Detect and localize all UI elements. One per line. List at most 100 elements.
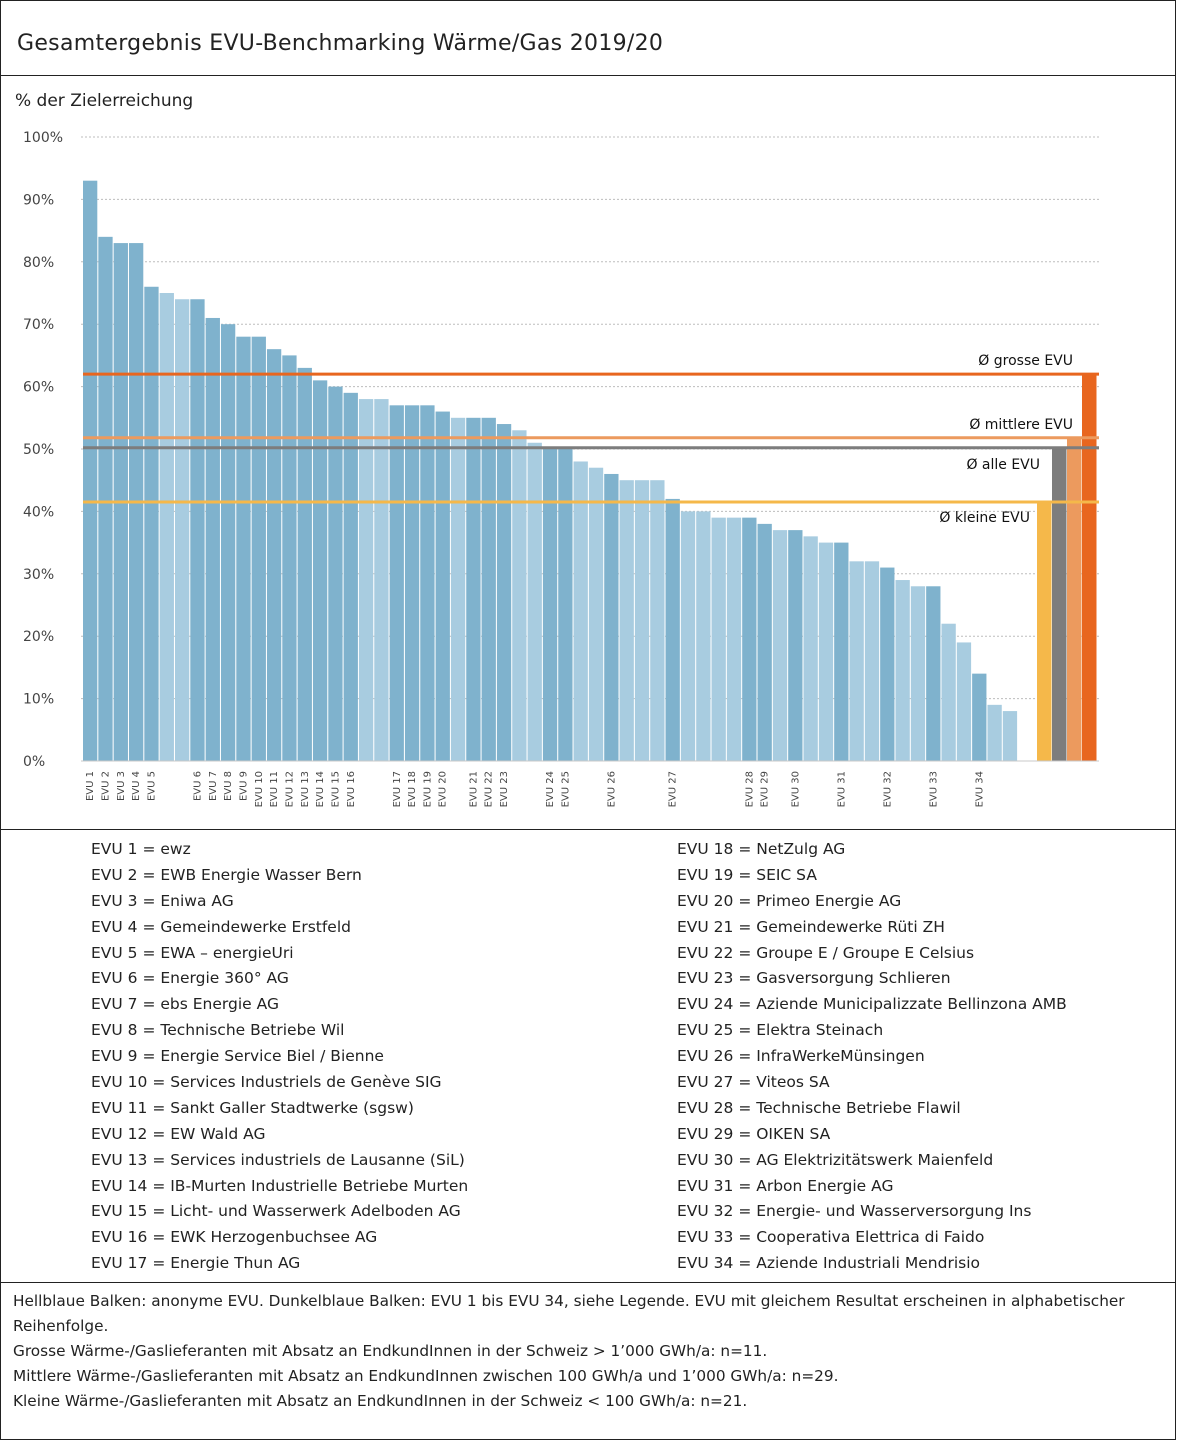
x-tick-label: EVU 29 (760, 771, 771, 807)
legend-item: EVU 10 = Services Industriels de Genève … (91, 1073, 442, 1092)
bar (251, 336, 266, 761)
bar (864, 561, 880, 761)
average-bar (1052, 447, 1067, 761)
bar-chart: 0% 10% 20% 30% 40% 50% 60% 70% 80% 90% 100% EVU 1 EV… (23, 130, 1099, 807)
legend-column-left: EVU 1 = ewz EVU 2 = EWB Energie Wasser Be… (91, 837, 468, 1277)
x-tick-label: EVU 7 (208, 771, 219, 801)
x-tick-label: EVU 1 (85, 771, 96, 801)
legend-item: EVU 31 = Arbon Energie AG (677, 1176, 894, 1195)
legend-item: EVU 17 = Energie Thun AG (91, 1254, 301, 1273)
x-tick-label: EVU 28 (744, 771, 755, 807)
legend-item: EVU 1 = ewz (91, 840, 191, 858)
bar (588, 467, 604, 761)
x-tick-label: EVU 33 (928, 771, 939, 807)
bar (818, 542, 834, 761)
average-bar (1082, 374, 1097, 761)
x-tick-label: EVU 34 (974, 771, 985, 807)
x-tick-label: EVU 2 (100, 771, 111, 801)
y-tick-label: 60% (23, 380, 54, 396)
bar (389, 405, 404, 761)
bar (558, 449, 573, 761)
bar (619, 480, 634, 761)
legend-item: EVU 26 = InfraWerkeMünsingen (677, 1047, 925, 1066)
bar (665, 498, 680, 761)
legend-item: EVU 2 = EWB Energie Wasser Bern (91, 865, 362, 884)
x-tick-label: EVU 26 (606, 771, 617, 807)
legend-item: EVU 6 = Energie 360° AG (91, 969, 289, 988)
bar (466, 417, 481, 761)
legend-item: EVU 19 = SEIC SA (677, 865, 817, 884)
x-tick-label: EVU 4 (131, 771, 142, 801)
legend-item: EVU 7 = ebs Energie AG (91, 995, 279, 1014)
bar (941, 623, 956, 761)
x-tick-label: EVU 3 (116, 771, 127, 801)
bar (573, 461, 588, 761)
legend-item: EVU 28 = Technische Betriebe Flawil (677, 1098, 961, 1117)
x-tick-label: EVU 23 (499, 771, 510, 807)
bar (496, 424, 512, 761)
bar (696, 511, 711, 761)
legend-item: EVU 30 = AG Elektrizitätswerk Maienfeld (677, 1150, 994, 1169)
x-tick-label: EVU 27 (668, 771, 679, 807)
bar (358, 399, 374, 761)
bar (650, 480, 665, 761)
legend-item: EVU 15 = Licht- und Wasserwerk Adelboden… (91, 1202, 461, 1221)
x-tick-label: EVU 32 (882, 771, 893, 807)
x-tick-label: EVU 15 (330, 771, 341, 807)
x-tick-label: EVU 5 (146, 771, 157, 801)
bar (1002, 711, 1018, 761)
average-label: Ø alle EVU (966, 457, 1040, 473)
legend-item: EVU 8 = Technische Betriebe Wil (91, 1021, 345, 1040)
x-tick-label: EVU 14 (315, 771, 326, 807)
bar (343, 392, 358, 761)
bar (742, 517, 757, 761)
x-tick-label: EVU 12 (284, 771, 295, 807)
bar (312, 380, 328, 761)
x-tick-label: EVU 20 (438, 771, 449, 807)
legend-item: EVU 32 = Energie- und Wasserversorgung I… (677, 1202, 1032, 1221)
x-tick-label: EVU 18 (407, 771, 418, 807)
bar (542, 449, 558, 761)
legend-item: EVU 23 = Gasversorgung Schlieren (677, 969, 951, 988)
y-tick-label: 50% (23, 442, 54, 458)
bar (420, 405, 435, 761)
bar (604, 473, 619, 761)
note-small: Kleine Wärme-/Gaslieferanten mit Absatz … (13, 1392, 748, 1410)
bar (144, 286, 159, 761)
note-medium: Mittlere Wärme-/Gaslieferanten mit Absat… (13, 1367, 839, 1385)
x-tick-label: EVU 24 (545, 771, 556, 807)
notes: Hellblaue Balken: anonyme EVU. Dunkelbla… (13, 1289, 1163, 1414)
average-label: Ø mittlere EVU (969, 417, 1073, 433)
legend-item: EVU 9 = Energie Service Biel / Bienne (91, 1047, 384, 1066)
note-large: Grosse Wärme-/Gaslieferanten mit Absatz … (13, 1342, 768, 1360)
bar (236, 336, 251, 761)
bar (895, 580, 910, 761)
bar (83, 180, 98, 761)
x-tick-label: EVU 9 (238, 771, 249, 801)
y-tick-label: 80% (23, 255, 54, 271)
legend-column-right: EVU 18 = NetZulg AG EVU 19 = SEIC SA EVU 2… (677, 837, 1067, 1277)
y-tick-label: 30% (23, 567, 54, 583)
x-tick-label: EVU 11 (269, 771, 280, 807)
y-tick-label: 40% (23, 504, 54, 520)
bar (803, 536, 818, 761)
legend-item: EVU 4 = Gemeindewerke Erstfeld (91, 917, 351, 936)
legend-item: EVU 16 = EWK Herzogenbuchsee AG (91, 1228, 378, 1247)
legend-item: EVU 21 = Gemeindewerke Rüti ZH (677, 917, 945, 936)
x-tick-label: EVU 10 (254, 771, 265, 807)
bar (987, 704, 1002, 761)
y-tick-label: 0% (23, 754, 45, 770)
y-tick-label: 90% (23, 192, 54, 208)
bar (512, 430, 527, 761)
legend-item: EVU 29 = OIKEN SA (677, 1124, 831, 1143)
x-tick-label: EVU 13 (300, 771, 311, 807)
bar (788, 530, 803, 761)
legend-item: EVU 12 = EW Wald AG (91, 1124, 266, 1143)
bar (297, 367, 312, 761)
x-tick-label: EVU 21 (468, 771, 479, 807)
y-tick-label: 70% (23, 317, 54, 333)
chart-divider (1, 829, 1176, 830)
legend-item: EVU 20 = Primeo Energie AG (677, 891, 902, 910)
x-tick-label: EVU 30 (790, 771, 801, 807)
